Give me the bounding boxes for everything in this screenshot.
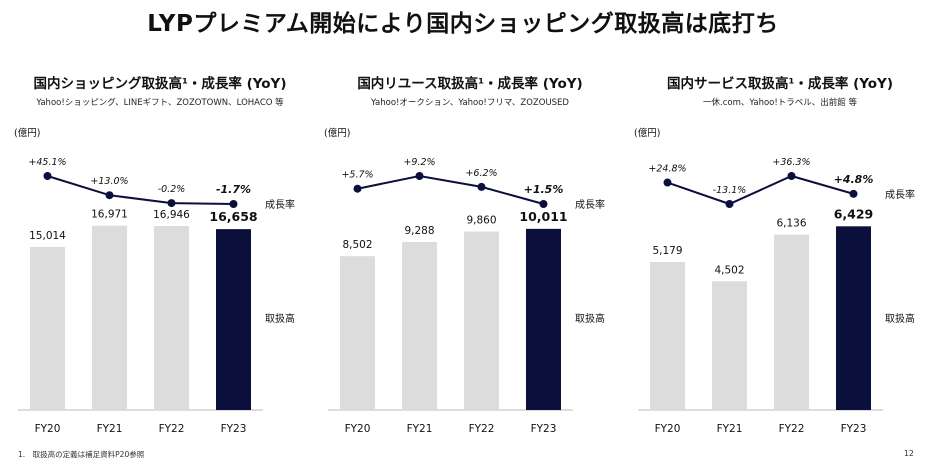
- chart-svg: (億円) 5,179 FY20 4,502 FY21 6,136 FY22 6,429 FY23…: [634, 127, 915, 435]
- bar-fy21: [402, 241, 437, 410]
- unit-label: (億円): [14, 127, 40, 139]
- page-number: 12: [903, 449, 914, 458]
- bar-value-label: 15,014: [29, 230, 66, 242]
- bar-value-label: 16,946: [153, 209, 190, 221]
- growth-label: +45.1%: [28, 157, 66, 168]
- growth-label: +36.3%: [772, 157, 810, 168]
- chart-subtitle: Yahoo!ショッピング、LINEギフト、ZOZOTOWN、LOHACO 等: [36, 98, 284, 108]
- bar-legend-label: 取扱高: [575, 312, 605, 325]
- x-tick-label: FY21: [407, 423, 433, 435]
- unit-label: (億円): [634, 127, 660, 139]
- bar-value-label: 6,136: [776, 218, 806, 230]
- chart-title: 国内サービス取扱高¹・成長率 (YoY): [666, 76, 894, 92]
- bar-fy21: [92, 225, 127, 410]
- bar-fy23: [216, 229, 251, 410]
- bar-fy20: [650, 262, 685, 410]
- bar-legend-label: 取扱高: [265, 312, 295, 325]
- bar-fy20: [30, 246, 65, 410]
- growth-line: [357, 174, 544, 205]
- x-tick-label: FY20: [35, 423, 61, 435]
- growth-label: +13.0%: [90, 176, 128, 187]
- bar-fy20: [340, 256, 375, 410]
- unit-label: (億円): [324, 127, 350, 139]
- page-title: LYPプレミアム開始により国内ショッピング取扱高は底打ち: [147, 11, 779, 37]
- chart-panel-domestic-shopping: 国内ショッピング取扱高¹・成長率 (YoY) Yahoo!ショッピング、LINE…: [10, 70, 310, 450]
- growth-label: +6.2%: [465, 168, 497, 179]
- line-legend-label: 成長率: [885, 188, 915, 201]
- growth-point: [849, 189, 858, 198]
- x-tick-label: FY20: [655, 423, 681, 435]
- x-tick-label: FY21: [717, 423, 743, 435]
- growth-point: [415, 172, 424, 180]
- bar-legend-label: 取扱高: [885, 312, 915, 325]
- bar-value-label: 16,971: [91, 209, 128, 221]
- growth-line: [47, 175, 234, 205]
- chart-subtitle: 一休.com、Yahoo!トラベル、出前館 等: [703, 98, 857, 108]
- bar-fy23: [836, 226, 871, 410]
- growth-point: [663, 178, 672, 187]
- bar-fy22: [464, 231, 499, 410]
- growth-label: -0.2%: [158, 184, 186, 195]
- bar-value-label: 8,502: [342, 239, 372, 251]
- x-tick-label: FY22: [779, 423, 805, 435]
- bar-value-label: 16,658: [209, 209, 257, 224]
- bar-value-label: 4,502: [714, 264, 744, 276]
- growth-line: [667, 174, 854, 206]
- growth-point: [167, 199, 176, 208]
- bar-fy23: [526, 228, 561, 410]
- growth-point: [725, 200, 734, 208]
- chart-panel-domestic-services: 国内サービス取扱高¹・成長率 (YoY) 一休.com、Yahoo!トラベル、出…: [630, 70, 926, 450]
- growth-label: +4.8%: [834, 173, 874, 186]
- x-tick-label: FY20: [345, 423, 371, 435]
- chart-subtitle: Yahoo!オークション、Yahoo!フリマ、ZOZOUSED: [371, 98, 569, 108]
- growth-point: [43, 172, 52, 180]
- line-legend-label: 成長率: [265, 198, 295, 211]
- growth-point: [105, 191, 114, 200]
- growth-label: -13.1%: [713, 185, 747, 196]
- bar-value-label: 9,860: [466, 215, 496, 227]
- chart-svg: (億円) 15,014 FY20 16,971 FY21 16,946 FY22 16,658…: [14, 127, 295, 435]
- growth-label: +9.2%: [403, 157, 435, 168]
- growth-label: +1.5%: [524, 183, 564, 196]
- growth-point: [353, 184, 362, 193]
- line-legend-label: 成長率: [575, 198, 605, 211]
- growth-label: +5.7%: [341, 170, 373, 181]
- x-tick-label: FY22: [159, 423, 185, 435]
- growth-point: [477, 182, 486, 191]
- x-tick-label: FY23: [531, 423, 557, 435]
- bar-fy22: [154, 226, 189, 410]
- bar-value-label: 5,179: [652, 245, 682, 257]
- bar-value-label: 10,011: [519, 209, 567, 224]
- growth-label: -1.7%: [216, 183, 251, 196]
- bar-fy21: [712, 281, 747, 410]
- chart-title: 国内リユース取扱高¹・成長率 (YoY): [357, 76, 583, 92]
- chart-title: 国内ショッピング取扱高¹・成長率 (YoY): [33, 76, 287, 92]
- footnote: 1. 取扱高の定義は補足資料P20参照: [18, 450, 145, 459]
- x-tick-label: FY21: [97, 423, 123, 435]
- growth-point: [229, 200, 238, 208]
- bar-fy22: [774, 234, 809, 410]
- bar-value-label: 6,429: [834, 206, 874, 221]
- bar-value-label: 9,288: [404, 225, 434, 237]
- x-tick-label: FY23: [841, 423, 867, 435]
- growth-point: [787, 172, 796, 180]
- growth-point: [539, 200, 548, 208]
- x-tick-label: FY22: [469, 423, 495, 435]
- growth-label: +24.8%: [648, 164, 686, 175]
- chart-panel-domestic-reuse: 国内リユース取扱高¹・成長率 (YoY) Yahoo!オークション、Yahoo!…: [320, 70, 620, 450]
- chart-svg: (億円) 8,502 FY20 9,288 FY21 9,860 FY22 10,011 FY2…: [324, 127, 605, 435]
- x-tick-label: FY23: [221, 423, 247, 435]
